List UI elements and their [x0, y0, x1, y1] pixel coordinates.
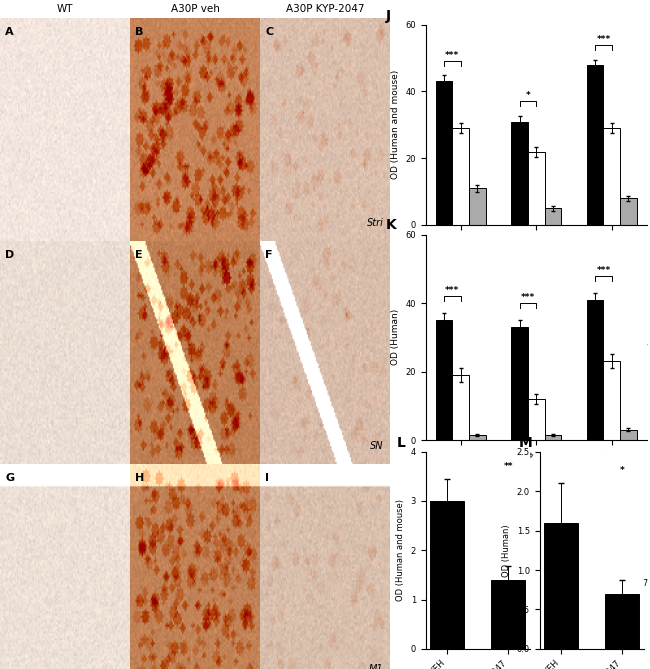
Text: I: I — [265, 473, 269, 483]
Bar — [512, 122, 528, 225]
Text: *: * — [619, 466, 625, 476]
Legend: A30P VEH, A30P KYP-2047, WT: A30P VEH, A30P KYP-2047, WT — [573, 328, 650, 369]
Bar — [528, 399, 545, 440]
Text: H: H — [135, 473, 144, 483]
Text: G: G — [5, 473, 14, 483]
Bar — [545, 435, 561, 440]
Y-axis label: OD (Human and mouse): OD (Human and mouse) — [391, 70, 400, 179]
Text: **: ** — [504, 462, 513, 472]
Bar — [620, 198, 637, 225]
Bar — [587, 65, 603, 225]
Bar — [587, 300, 603, 440]
Bar — [603, 361, 620, 440]
Bar — [603, 128, 620, 225]
Text: ***: *** — [596, 266, 610, 275]
Text: A30P KYP-2047: A30P KYP-2047 — [286, 4, 364, 14]
Text: SN: SN — [370, 441, 384, 451]
Bar — [545, 208, 561, 225]
Text: ***: *** — [445, 52, 460, 60]
Bar — [469, 435, 486, 440]
Text: M1: M1 — [369, 664, 384, 669]
Text: A: A — [5, 27, 14, 37]
Legend: A30P VEH, A30P KYP-2047, WT: A30P VEH, A30P KYP-2047, WT — [573, 563, 650, 604]
Text: E: E — [135, 250, 143, 260]
Text: F: F — [265, 250, 273, 260]
Text: M: M — [519, 436, 532, 450]
Bar — [544, 522, 578, 649]
Text: L: L — [396, 436, 406, 450]
Text: A30P veh: A30P veh — [170, 4, 220, 14]
Bar — [605, 593, 639, 649]
Text: Stri: Stri — [367, 217, 384, 227]
Bar — [528, 152, 545, 225]
Text: WT: WT — [57, 4, 73, 14]
Text: K: K — [386, 218, 396, 232]
Text: ***: *** — [445, 286, 460, 295]
Text: *: * — [526, 92, 530, 100]
Bar — [512, 327, 528, 440]
Y-axis label: OD (Human): OD (Human) — [391, 309, 400, 365]
Text: ***: *** — [521, 293, 535, 302]
Text: D: D — [5, 250, 14, 260]
Bar — [469, 188, 486, 225]
Bar — [436, 320, 452, 440]
Text: ***: *** — [596, 35, 610, 43]
Text: C: C — [265, 27, 273, 37]
Bar — [452, 128, 469, 225]
Bar — [436, 82, 452, 225]
Bar — [620, 429, 637, 440]
Y-axis label: OD (Human and mouse): OD (Human and mouse) — [396, 499, 405, 601]
Text: B: B — [135, 27, 144, 37]
Bar — [452, 375, 469, 440]
Y-axis label: OD (Human): OD (Human) — [502, 524, 511, 577]
Bar — [491, 580, 525, 649]
Text: J: J — [386, 9, 391, 23]
Bar — [430, 501, 464, 649]
